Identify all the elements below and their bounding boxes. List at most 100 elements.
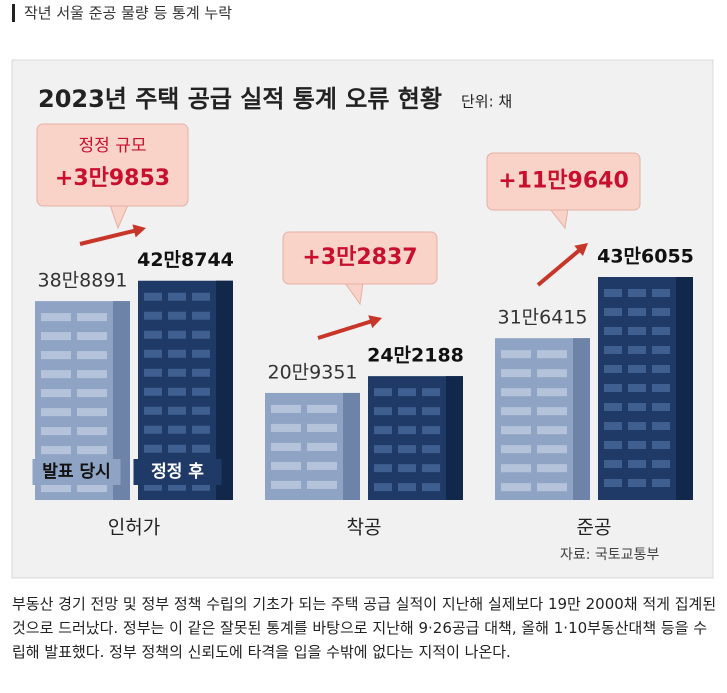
- window: [628, 346, 646, 354]
- window: [41, 370, 71, 379]
- window: [144, 387, 162, 396]
- building-strip: [676, 277, 693, 500]
- window: [537, 483, 567, 492]
- window: [77, 313, 107, 322]
- window: [628, 384, 646, 392]
- window: [628, 308, 646, 316]
- window: [652, 460, 670, 468]
- callout: [486, 152, 641, 211]
- arrow: [317, 318, 375, 340]
- window: [604, 308, 622, 316]
- window: [168, 444, 186, 453]
- window: [398, 464, 416, 473]
- window: [307, 423, 337, 432]
- building-strip: [113, 301, 130, 500]
- window: [41, 313, 71, 322]
- window: [168, 482, 186, 491]
- legend-bg: [133, 459, 222, 485]
- window: [628, 422, 646, 430]
- arrow-head: [368, 315, 382, 329]
- window: [537, 407, 567, 416]
- window: [628, 289, 646, 297]
- window: [501, 426, 531, 435]
- window: [168, 311, 186, 320]
- window: [604, 422, 622, 430]
- window: [144, 425, 162, 434]
- window: [192, 330, 210, 339]
- window: [144, 349, 162, 358]
- window: [41, 351, 71, 360]
- window: [501, 483, 531, 492]
- window: [374, 464, 392, 473]
- window: [628, 327, 646, 335]
- window: [604, 441, 622, 449]
- window: [144, 444, 162, 453]
- chart-title: 2023년 주택 공급 실적 통계 오류 현황: [38, 85, 442, 113]
- window: [307, 461, 337, 470]
- window: [422, 426, 440, 435]
- window: [537, 369, 567, 378]
- window: [168, 406, 186, 415]
- window: [41, 484, 71, 493]
- window: [604, 403, 622, 411]
- window: [501, 388, 531, 397]
- x-tick-label: 인허가: [108, 517, 160, 539]
- window: [144, 482, 162, 491]
- window: [652, 346, 670, 354]
- window: [77, 370, 107, 379]
- window: [652, 308, 670, 316]
- window: [144, 406, 162, 415]
- window: [398, 388, 416, 397]
- window: [192, 482, 210, 491]
- arrow-head: [132, 224, 146, 238]
- legend-label: 발표 당시: [42, 462, 110, 482]
- window: [374, 407, 392, 416]
- window: [537, 426, 567, 435]
- window: [604, 289, 622, 297]
- window: [77, 332, 107, 341]
- window: [192, 425, 210, 434]
- annotation: +11만9640: [498, 169, 629, 194]
- value-label: 31만6415: [497, 307, 587, 329]
- value-label: 42만8744: [137, 249, 234, 271]
- unit: 단위: 채: [461, 93, 512, 111]
- building-strip: [216, 280, 233, 500]
- window: [271, 442, 301, 451]
- window: [307, 404, 337, 413]
- building-strip: [446, 376, 463, 500]
- window: [537, 445, 567, 454]
- window: [41, 389, 71, 398]
- window: [422, 388, 440, 397]
- legend-bg: [32, 459, 121, 485]
- window: [41, 408, 71, 417]
- window: [307, 442, 337, 451]
- window: [192, 311, 210, 320]
- window: [77, 427, 107, 436]
- window: [271, 404, 301, 413]
- window: [168, 349, 186, 358]
- window: [144, 330, 162, 339]
- window: [168, 368, 186, 377]
- window: [422, 464, 440, 473]
- annotation: +3만2837: [302, 245, 417, 270]
- arrow: [79, 227, 139, 246]
- window: [374, 388, 392, 397]
- window: [652, 403, 670, 411]
- window: [144, 311, 162, 320]
- arrow: [536, 246, 584, 287]
- window: [628, 441, 646, 449]
- window: [77, 351, 107, 360]
- window: [144, 292, 162, 301]
- window: [652, 441, 670, 449]
- callout: [282, 231, 438, 285]
- window: [652, 384, 670, 392]
- window: [652, 479, 670, 487]
- window: [652, 289, 670, 297]
- window: [628, 479, 646, 487]
- window: [168, 425, 186, 434]
- window: [604, 327, 622, 335]
- window: [501, 369, 531, 378]
- building-strip: [573, 338, 590, 500]
- window: [77, 389, 107, 398]
